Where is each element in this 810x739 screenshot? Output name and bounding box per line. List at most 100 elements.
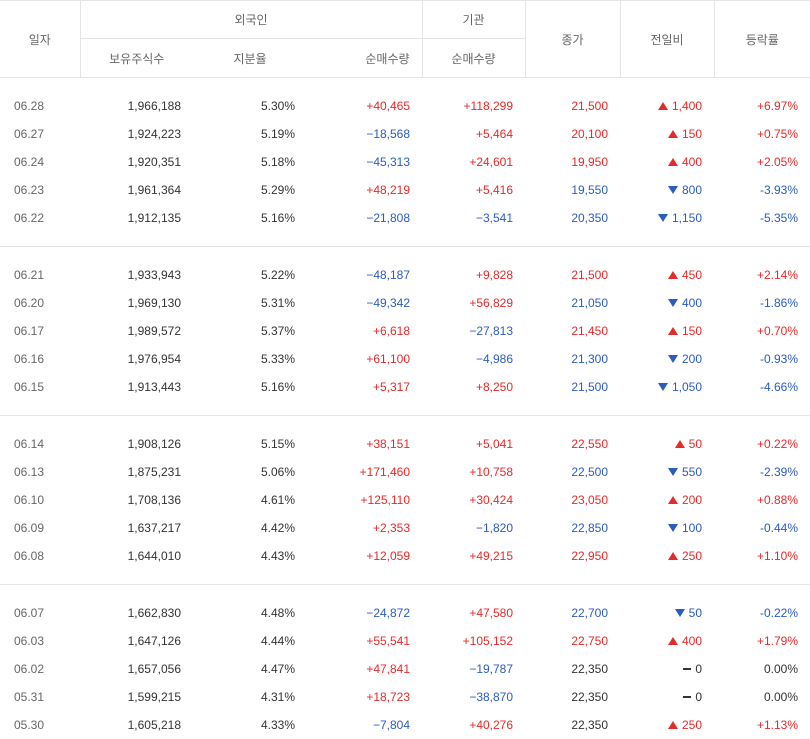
cell-share-value: 4.31% xyxy=(260,690,295,704)
table-row: 06.10 1,708,136 4.61% +125,110 +30,424 23,050… xyxy=(0,486,810,514)
cell-date-value: 05.30 xyxy=(14,718,45,732)
cell-change-value: 550 xyxy=(682,465,703,479)
cell-share-value: 4.44% xyxy=(260,634,295,648)
cell-date-value: 06.22 xyxy=(14,211,45,225)
table-row: 06.27 1,924,223 5.19% −18,568 +5,464 20,100 15… xyxy=(0,120,810,148)
cell-foreign-net-value: −45,313 xyxy=(366,155,411,169)
cell-foreign-net-value: +55,541 xyxy=(366,634,411,648)
table-row: 06.17 1,989,572 5.37% +6,618 −27,813 21,450 15… xyxy=(0,317,810,345)
cell-rate-value: -0.44% xyxy=(760,521,799,535)
cell-holdings: 1,599,215 xyxy=(80,683,193,711)
cell-rate-value: +2.05% xyxy=(756,155,799,169)
cell-share-value: 5.37% xyxy=(260,324,295,338)
cell-date: 06.07 xyxy=(0,599,80,627)
cell-share-value: 5.22% xyxy=(260,268,295,282)
cell-foreign-net: −48,187 xyxy=(307,261,422,289)
cell-share: 4.48% xyxy=(193,599,307,627)
cell-share-value: 5.19% xyxy=(260,127,295,141)
cell-change-value: 50 xyxy=(688,606,703,620)
cell-holdings-value: 1,708,136 xyxy=(127,493,181,507)
cell-holdings-value: 1,605,218 xyxy=(127,718,181,732)
cell-date: 06.20 xyxy=(0,289,80,317)
cell-share-value: 5.30% xyxy=(260,99,295,113)
cell-date-value: 06.20 xyxy=(14,296,45,310)
cell-close: 21,500 xyxy=(525,261,620,289)
cell-rate-value: +0.88% xyxy=(756,493,799,507)
cell-share-value: 5.18% xyxy=(260,155,295,169)
cell-institution-net-value: −1,820 xyxy=(475,521,514,535)
triangle-up-icon xyxy=(668,552,678,560)
cell-date: 06.15 xyxy=(0,373,80,401)
cell-close: 22,500 xyxy=(525,458,620,486)
cell-close: 22,350 xyxy=(525,655,620,683)
cell-rate: -0.22% xyxy=(714,599,810,627)
cell-share: 5.22% xyxy=(193,261,307,289)
cell-foreign-net: +40,465 xyxy=(307,92,422,120)
cell-rate-value: +1.10% xyxy=(756,549,799,563)
table-row: 06.14 1,908,126 5.15% +38,151 +5,041 22,550 50… xyxy=(0,430,810,458)
cell-share-value: 4.48% xyxy=(260,606,295,620)
table-row: 06.24 1,920,351 5.18% −45,313 +24,601 19,950 4… xyxy=(0,148,810,176)
table-header: 일자 외국인 기관 종가 전일비 등락률 보유주식수 지분율 순매수량 순매수량 xyxy=(0,0,810,78)
cell-close: 22,550 xyxy=(525,430,620,458)
cell-date: 06.24 xyxy=(0,148,80,176)
cell-date: 06.16 xyxy=(0,345,80,373)
cell-close-value: 22,750 xyxy=(571,634,609,648)
cell-holdings: 1,961,364 xyxy=(80,176,193,204)
cell-foreign-net-value: +38,151 xyxy=(366,437,411,451)
cell-share: 4.47% xyxy=(193,655,307,683)
cell-institution-net: +5,041 xyxy=(422,430,525,458)
table-row: 06.23 1,961,364 5.29% +48,219 +5,416 19,550 80… xyxy=(0,176,810,204)
cell-share: 5.06% xyxy=(193,458,307,486)
cell-change-value: 450 xyxy=(682,268,703,282)
triangle-up-icon xyxy=(674,440,685,448)
cell-foreign-net: +47,841 xyxy=(307,655,422,683)
cell-foreign-net-value: +47,841 xyxy=(366,662,411,676)
cell-rate: 0.00% xyxy=(714,683,810,711)
cell-change-value: 200 xyxy=(682,493,703,507)
cell-rate: -1.86% xyxy=(714,289,810,317)
cell-close: 20,100 xyxy=(525,120,620,148)
cell-foreign-net-value: +5,317 xyxy=(372,380,411,394)
cell-rate: +1.13% xyxy=(714,711,810,739)
cell-institution-net: +5,464 xyxy=(422,120,525,148)
cell-institution-net-value: −4,986 xyxy=(475,352,514,366)
cell-close-value: 23,050 xyxy=(571,493,609,507)
table-body: 06.28 1,966,188 5.30% +40,465 +118,299 21,500… xyxy=(0,78,810,739)
cell-foreign-net: +18,723 xyxy=(307,683,422,711)
header-foreign: 외국인 xyxy=(79,0,423,39)
table-row: 06.07 1,662,830 4.48% −24,872 +47,580 22,700 5… xyxy=(0,599,810,627)
cell-date: 06.09 xyxy=(0,514,80,542)
cell-date-value: 05.31 xyxy=(14,690,45,704)
group-spacer xyxy=(0,78,810,93)
cell-date: 06.22 xyxy=(0,204,80,232)
cell-rate-value: -2.39% xyxy=(760,465,799,479)
cell-foreign-net: +61,100 xyxy=(307,345,422,373)
cell-date-value: 06.07 xyxy=(14,606,45,620)
cell-close-value: 21,500 xyxy=(571,99,609,113)
table-row: 06.15 1,913,443 5.16% +5,317 +8,250 21,500 1,0… xyxy=(0,373,810,401)
cell-share-value: 5.31% xyxy=(260,296,295,310)
triangle-up-icon xyxy=(658,102,668,110)
triangle-down-icon xyxy=(668,524,678,532)
cell-institution-net: −19,787 xyxy=(422,655,525,683)
cell-close: 22,700 xyxy=(525,599,620,627)
cell-change: 100 xyxy=(620,514,714,542)
cell-change: 0 xyxy=(620,683,714,711)
table-row: 06.03 1,647,126 4.44% +55,541 +105,152 22,750… xyxy=(0,627,810,655)
cell-close: 21,450 xyxy=(525,317,620,345)
cell-change-value: 250 xyxy=(682,549,703,563)
table-row: 06.21 1,933,943 5.22% −48,187 +9,828 21,500 45… xyxy=(0,261,810,289)
cell-holdings: 1,969,130 xyxy=(80,289,193,317)
cell-foreign-net: −7,804 xyxy=(307,711,422,739)
triangle-down-icon xyxy=(668,186,678,194)
header-rate: 등락률 xyxy=(713,0,810,78)
cell-share-value: 4.33% xyxy=(260,718,295,732)
cell-holdings-value: 1,976,954 xyxy=(127,352,181,366)
cell-institution-net-value: +40,276 xyxy=(469,718,514,732)
group-divider xyxy=(0,570,810,585)
cell-change: 1,400 xyxy=(620,92,714,120)
cell-institution-net: +24,601 xyxy=(422,148,525,176)
table-row: 06.16 1,976,954 5.33% +61,100 −4,986 21,300 20… xyxy=(0,345,810,373)
cell-rate: +2.05% xyxy=(714,148,810,176)
